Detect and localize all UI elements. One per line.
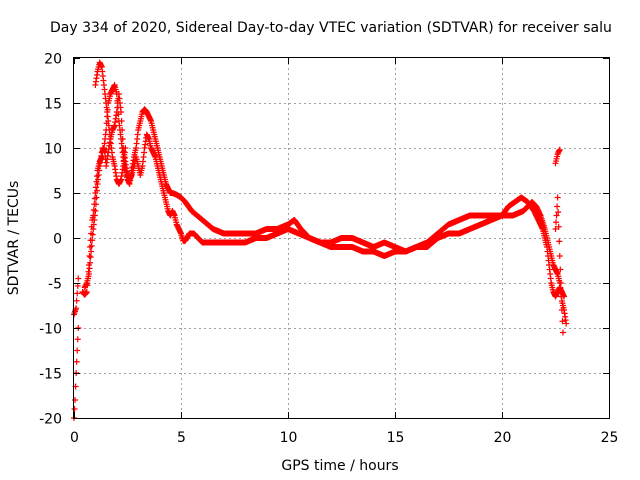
axis-ticks: 0 5 10 15 20 25 20 15 10 5 0 -5 -10 -15 -20: [39, 52, 618, 447]
data-point: [86, 253, 93, 259]
data-point: [87, 254, 94, 261]
data-point: [557, 266, 564, 273]
y-tick-label: 5: [53, 187, 62, 203]
y-tick-label: -15: [39, 367, 62, 383]
x-tick-label: 10: [280, 430, 298, 446]
data-point: [88, 248, 95, 255]
x-tick-label: 25: [601, 430, 619, 446]
data-point: [563, 320, 570, 327]
data-point: [556, 238, 563, 245]
data-point: [553, 219, 560, 226]
data-point: [74, 347, 81, 354]
data-point: [72, 397, 79, 403]
data-point: [555, 209, 562, 216]
data-point: [114, 97, 121, 104]
data-point: [73, 297, 80, 304]
data-point: [115, 111, 122, 118]
data-point: [554, 194, 561, 201]
data-point: [94, 187, 101, 194]
x-axis-label: GPS time / hours: [281, 458, 398, 474]
y-tick-label: 20: [44, 52, 62, 68]
chart-title: Day 334 of 2020, Sidereal Day-to-day VTE…: [50, 20, 612, 36]
data-point: [555, 223, 562, 230]
x-tick-label: 5: [177, 430, 186, 446]
x-tick-label: 20: [494, 430, 512, 446]
data-point: [89, 231, 96, 238]
data-point: [74, 290, 81, 297]
data-point: [114, 104, 121, 111]
data-point: [556, 253, 563, 259]
grid: [74, 58, 609, 418]
y-tick-label: 15: [44, 97, 62, 113]
data-point: [553, 212, 560, 219]
y-tick-label: 0: [53, 232, 62, 248]
data-point: [86, 265, 93, 272]
data-point: [88, 242, 95, 249]
y-axis-label: SDTVAR / TECUs: [6, 181, 22, 296]
data-point: [559, 318, 566, 325]
series-sdtvar: [71, 59, 570, 421]
x-tick-label: 0: [70, 430, 79, 446]
y-tick-label: -5: [48, 277, 62, 293]
data-point: [85, 271, 92, 277]
data-point: [92, 184, 99, 191]
data-point: [113, 91, 120, 97]
plot-frame: [73, 57, 610, 419]
data-point: [93, 194, 100, 201]
data-point: [87, 259, 94, 266]
data-point: [556, 146, 563, 153]
data-point: [558, 307, 565, 313]
data-point: [83, 289, 90, 295]
data-point: [557, 280, 564, 286]
data-point: [89, 237, 96, 244]
data-point: [122, 145, 129, 151]
data-point: [73, 358, 80, 365]
data-point: [75, 275, 82, 282]
y-tick-label: 10: [44, 142, 62, 158]
data-point: [71, 406, 78, 412]
x-tick-label: 15: [387, 430, 405, 446]
data-point: [559, 329, 566, 336]
data-point: [554, 203, 561, 210]
data-point: [558, 293, 565, 300]
data-point: [552, 226, 559, 232]
y-tick-label: -10: [39, 322, 62, 338]
data-point: [92, 201, 99, 208]
data-point: [92, 208, 99, 214]
y-tick-label: -20: [39, 412, 62, 428]
data-point: [73, 305, 80, 312]
data-point: [74, 336, 81, 343]
